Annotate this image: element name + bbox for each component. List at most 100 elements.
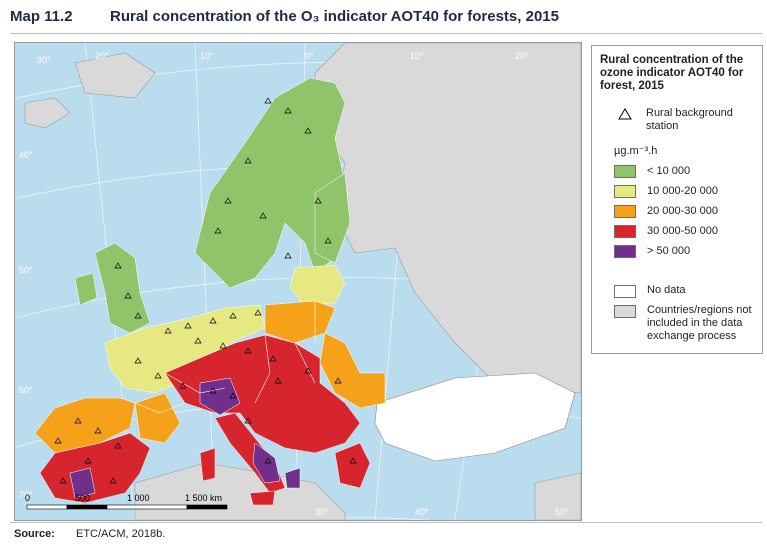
station-marker[interactable] xyxy=(224,197,232,204)
station-marker[interactable] xyxy=(284,107,292,114)
legend-class-label: 30 000-50 000 xyxy=(647,225,718,237)
station-marker[interactable] xyxy=(264,457,272,464)
station-marker[interactable] xyxy=(154,372,162,379)
legend-title: Rural concentration of the ozone indicat… xyxy=(600,54,744,92)
class-lt-10000-area xyxy=(74,77,351,334)
legend-swatch xyxy=(614,225,636,238)
legend-class-label: 20 000-30 000 xyxy=(647,205,718,217)
station-marker[interactable] xyxy=(54,437,62,444)
scale-bar-segment xyxy=(26,504,68,510)
station-marker[interactable] xyxy=(244,347,252,354)
station-marker[interactable] xyxy=(269,355,277,362)
station-marker[interactable] xyxy=(84,457,92,464)
station-marker[interactable] xyxy=(59,477,67,484)
legend-station-entry: Rural background station xyxy=(614,106,754,136)
station-marker[interactable] xyxy=(74,417,82,424)
graticule-label: 10° xyxy=(200,51,214,61)
station-marker[interactable] xyxy=(219,342,227,349)
station-label: Rural background station xyxy=(646,107,733,132)
station-marker[interactable] xyxy=(209,317,217,324)
class-30000-50000-area xyxy=(39,334,371,506)
scale-label: 500 xyxy=(75,493,90,503)
legend-class-3: 20 000-30 000 xyxy=(614,204,759,220)
graticule-label: 60° xyxy=(19,385,33,395)
station-marker[interactable] xyxy=(229,392,237,399)
class-20000-30000-area xyxy=(34,300,386,454)
legend-class-4: 30 000-50 000 xyxy=(614,224,759,240)
station-marker[interactable] xyxy=(314,197,322,204)
legend-class-2: 10 000-20 000 xyxy=(614,184,759,200)
not-included-label: Countries/regions not included in the da… xyxy=(647,304,752,342)
legend-class-label: < 10 000 xyxy=(647,165,691,177)
graticule-labels: 30° 40° 50° 60° 70° 20° 10° 0° 10° 20° 3… xyxy=(19,51,569,517)
non-included-regions xyxy=(24,43,581,520)
station-markers[interactable] xyxy=(54,97,357,484)
graticule-label: 50° xyxy=(555,507,569,517)
station-marker[interactable] xyxy=(244,417,252,424)
station-marker[interactable] xyxy=(304,127,312,134)
station-marker[interactable] xyxy=(124,292,132,299)
station-marker[interactable] xyxy=(114,442,122,449)
scale-bar-segment xyxy=(186,504,228,510)
station-marker[interactable] xyxy=(264,97,272,104)
scale-bar-segment xyxy=(66,504,108,510)
station-triangle-icon xyxy=(618,108,632,120)
legend-class-5: > 50 000 xyxy=(614,244,759,260)
map-panel[interactable]: 30° 40° 50° 60° 70° 20° 10° 0° 10° 20° 3… xyxy=(14,42,582,521)
station-marker[interactable] xyxy=(214,227,222,234)
europe-map[interactable]: 30° 40° 50° 60° 70° 20° 10° 0° 10° 20° 3… xyxy=(15,43,581,520)
legend-swatch-not-included xyxy=(614,305,636,318)
station-marker[interactable] xyxy=(134,357,142,364)
graticule-label: 40° xyxy=(415,507,429,517)
station-marker[interactable] xyxy=(179,382,187,389)
scale-label: 1 500 km xyxy=(185,493,222,503)
legend-not-included: Countries/regions not included in the da… xyxy=(614,304,759,348)
station-marker[interactable] xyxy=(164,327,172,334)
station-marker[interactable] xyxy=(334,377,342,384)
footer-divider xyxy=(10,522,762,523)
map-title: Rural concentration of the O₃ indicator … xyxy=(110,8,559,25)
legend-no-data: No data xyxy=(614,284,759,300)
station-marker[interactable] xyxy=(254,309,262,316)
station-marker[interactable] xyxy=(194,337,202,344)
station-marker[interactable] xyxy=(349,457,357,464)
graticule-label: 20° xyxy=(95,51,109,61)
map-number: Map 11.2 xyxy=(10,8,73,25)
country-borders xyxy=(134,301,316,414)
station-marker[interactable] xyxy=(209,387,217,394)
station-marker[interactable] xyxy=(134,312,142,319)
legend-class-label: 10 000-20 000 xyxy=(647,185,718,197)
class-10000-20000-area xyxy=(104,264,346,394)
legend-swatch xyxy=(614,185,636,198)
graticule-label: 20° xyxy=(515,51,529,61)
station-marker[interactable] xyxy=(109,477,117,484)
station-marker[interactable] xyxy=(244,157,252,164)
header-divider xyxy=(10,33,762,34)
legend-class-label: > 50 000 xyxy=(647,245,691,257)
no-data-region xyxy=(374,372,576,462)
legend-unit: µg.m⁻³.h xyxy=(614,145,658,157)
graticule-label: 0° xyxy=(305,51,314,61)
graticule-label: 40° xyxy=(19,150,33,160)
graticule-label: 50° xyxy=(19,265,33,275)
station-marker[interactable] xyxy=(94,427,102,434)
source-text: ETC/ACM, 2018b. xyxy=(76,528,166,540)
scale-label: 1 000 xyxy=(127,493,150,503)
legend-swatch-no-data xyxy=(614,285,636,298)
station-marker[interactable] xyxy=(184,322,192,329)
station-marker[interactable] xyxy=(304,367,312,374)
station-marker[interactable] xyxy=(324,237,332,244)
station-marker[interactable] xyxy=(284,252,292,259)
no-data-label: No data xyxy=(647,284,686,296)
map-header: Map 11.2 Rural concentration of the O₃ i… xyxy=(10,6,762,34)
station-marker[interactable] xyxy=(114,262,122,269)
scale-bar: 0 500 1 000 1 500 km xyxy=(25,493,228,510)
station-marker[interactable] xyxy=(259,212,267,219)
legend-swatch xyxy=(614,205,636,218)
scale-label: 0 xyxy=(25,493,30,503)
graticule-label: 30° xyxy=(315,507,329,517)
station-marker[interactable] xyxy=(229,312,237,319)
graticule-label: 10° xyxy=(410,51,424,61)
source-label: Source: xyxy=(14,528,55,540)
station-marker[interactable] xyxy=(274,377,282,384)
